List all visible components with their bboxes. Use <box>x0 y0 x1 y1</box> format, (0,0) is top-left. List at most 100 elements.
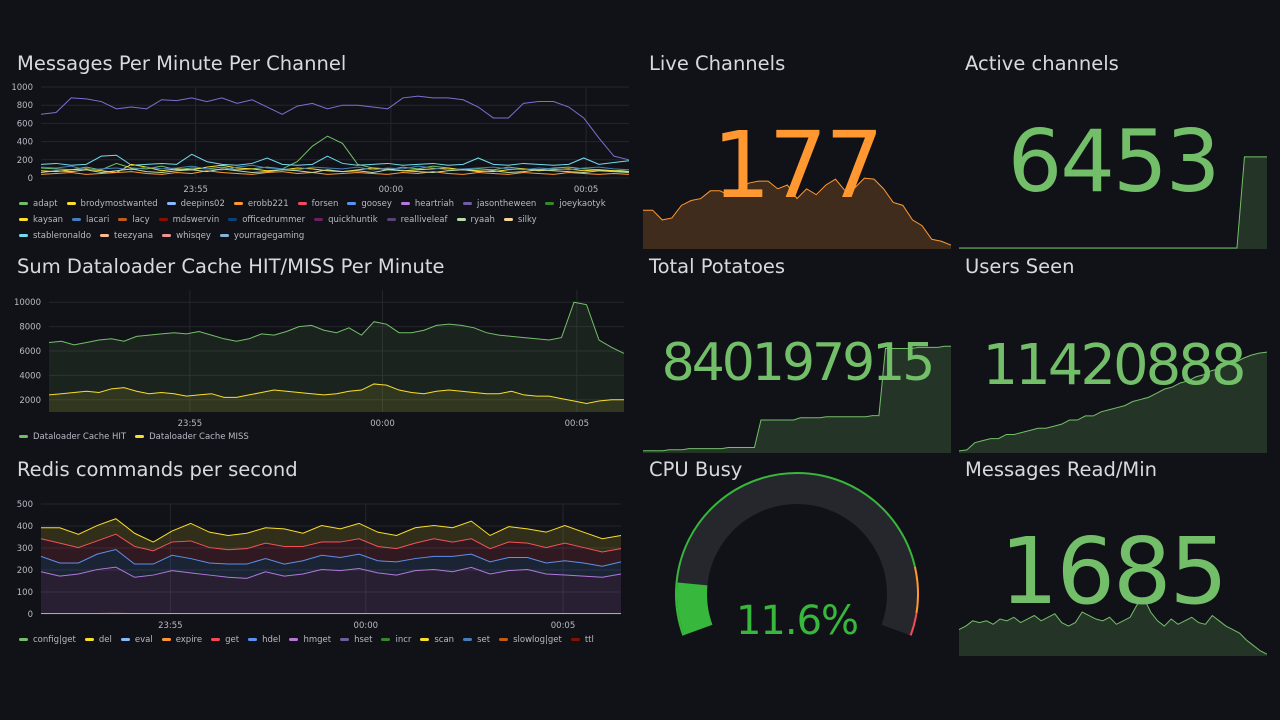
x-tick-label: 00:00 <box>379 185 404 195</box>
legend-swatch <box>545 202 555 205</box>
legend-item[interactable]: incr <box>381 632 411 648</box>
panel-messages-per-minute[interactable]: Messages Per Minute Per Channel 0 200 400 6… <box>11 52 631 247</box>
legend-label: Dataloader Cache MISS <box>149 432 249 442</box>
panel-title: Users Seen <box>965 255 1075 278</box>
series-line-Dataloader-Cache-MISS <box>48 383 624 404</box>
legend-swatch <box>340 638 350 641</box>
legend-item[interactable]: Dataloader Cache HIT <box>19 429 126 445</box>
panel-cpu-busy[interactable]: CPU Busy 11.6% <box>643 458 951 656</box>
legend-item[interactable]: eval <box>120 632 153 648</box>
legend-label: ryaah <box>470 215 495 225</box>
legend-label: officedrummer <box>242 215 306 225</box>
legend-item[interactable]: del <box>84 632 112 648</box>
legend-label: forsen <box>311 199 339 209</box>
legend-item[interactable]: heartriah <box>400 196 454 212</box>
panel-redis-commands[interactable]: Redis commands per second 0 100 200 300 400 5… <box>11 458 631 653</box>
legend-swatch <box>162 234 172 237</box>
legend-item[interactable]: ttl <box>570 632 594 648</box>
legend-item[interactable]: whisqey <box>162 228 211 244</box>
sparkline-line <box>959 156 1267 249</box>
sparkline <box>643 345 951 453</box>
series-line-get <box>40 533 622 553</box>
sparkline-line <box>959 597 1267 655</box>
legend-item[interactable]: jasontheween <box>462 196 536 212</box>
legend-swatch <box>499 638 509 641</box>
legend-item[interactable]: officedrummer <box>228 212 305 228</box>
panel-users-seen[interactable]: Users Seen 11420888 <box>959 255 1267 453</box>
y-tick-label: 600 <box>17 119 33 129</box>
redis-chart[interactable]: 0 100 200 300 400 500 23:55 00:00 00:05 <box>11 496 631 636</box>
x-tick-label: 23:55 <box>183 185 208 195</box>
legend-item[interactable]: realliveleaf <box>386 212 448 228</box>
legend-swatch <box>420 638 430 641</box>
legend-item[interactable]: hdel <box>248 632 280 648</box>
panel-dataloader-cache[interactable]: Sum Dataloader Cache HIT/MISS Per Minute… <box>11 255 631 450</box>
legend-swatch <box>314 218 324 221</box>
cpu-gauge <box>675 472 919 636</box>
chart-legend: config|get del eval expire get hdel hmget hset i… <box>19 632 619 648</box>
legend-item[interactable]: deepins02 <box>166 196 225 212</box>
legend-label: slowlog|get <box>513 635 562 645</box>
legend-swatch <box>19 202 28 205</box>
y-tick-label: 800 <box>17 101 33 111</box>
legend-item[interactable]: brodymostwanted <box>66 196 158 212</box>
panel-live-channels[interactable]: Live Channels 177 <box>643 52 951 250</box>
legend-label: realliveleaf <box>400 215 448 225</box>
legend-label: lacy <box>132 215 150 225</box>
legend-item[interactable]: slowlog|get <box>499 632 562 648</box>
legend-item[interactable]: quickhuntik <box>314 212 378 228</box>
legend-item[interactable]: yourragegaming <box>219 228 304 244</box>
legend-item[interactable]: adapt <box>19 196 58 212</box>
legend-item[interactable]: goosey <box>347 196 392 212</box>
legend-swatch <box>66 202 76 205</box>
y-tick-label: 0 <box>28 174 33 184</box>
panel-title: Live Channels <box>649 52 786 75</box>
y-tick-label: 200 <box>17 566 33 576</box>
legend-item[interactable]: forsen <box>297 196 339 212</box>
legend-item[interactable]: kaysan <box>19 212 63 228</box>
legend-item[interactable]: config|get <box>19 632 76 648</box>
panel-title: Redis commands per second <box>17 458 298 481</box>
legend-item[interactable]: lacari <box>72 212 109 228</box>
legend-swatch <box>503 218 513 221</box>
legend-label: brodymostwanted <box>80 199 158 209</box>
legend-swatch <box>347 202 357 205</box>
dataloader-chart[interactable]: 2000 4000 6000 8000 10000 23:55 00:00 00:05 <box>11 285 631 435</box>
legend-item[interactable]: hmget <box>289 632 331 648</box>
y-tick-label: 1000 <box>11 83 33 93</box>
legend-label: scan <box>434 635 455 645</box>
legend-item[interactable]: erobb221 <box>233 196 289 212</box>
legend-item[interactable]: lacy <box>118 212 150 228</box>
legend-item[interactable]: get <box>211 632 239 648</box>
legend-item[interactable]: hset <box>340 632 372 648</box>
panel-total-potatoes[interactable]: Total Potatoes 840197915 <box>643 255 951 453</box>
panel-title: Sum Dataloader Cache HIT/MISS Per Minute <box>17 255 445 278</box>
legend-swatch <box>228 218 238 221</box>
series-line-scan <box>41 518 622 543</box>
legend-label: deepins02 <box>180 199 225 209</box>
legend-item[interactable]: joeykaotyk <box>545 196 606 212</box>
legend-item[interactable]: ryaah <box>456 212 495 228</box>
legend-swatch <box>100 234 110 237</box>
legend-item[interactable]: set <box>463 632 490 648</box>
legend-label: config|get <box>33 635 76 645</box>
legend-item[interactable]: teezyana <box>100 228 153 244</box>
legend-item[interactable]: stableronaldo <box>19 228 91 244</box>
sparkline-line <box>643 177 951 246</box>
legend-label: stableronaldo <box>33 231 92 241</box>
legend-item[interactable]: scan <box>420 632 454 648</box>
messages-chart[interactable]: 0 200 400 600 800 1000 23:55 00:00 00:05 <box>11 80 631 210</box>
panel-active-channels[interactable]: Active channels 6453 <box>959 52 1267 250</box>
legend-label: del <box>98 635 112 645</box>
panel-title: Total Potatoes <box>649 255 786 278</box>
panel-messages-read[interactable]: Messages Read/Min 1685 <box>959 458 1267 656</box>
legend-swatch <box>233 202 243 205</box>
legend-item[interactable]: silky <box>503 212 537 228</box>
legend-item[interactable]: expire <box>161 632 202 648</box>
sparkline <box>643 177 951 249</box>
chart-legend: Dataloader Cache HIT Dataloader Cache MIS… <box>19 429 619 445</box>
legend-item[interactable]: Dataloader Cache MISS <box>135 429 249 445</box>
legend-item[interactable]: mdswervin <box>158 212 219 228</box>
legend-swatch <box>120 638 130 641</box>
series-line-erobb221 <box>40 170 630 175</box>
